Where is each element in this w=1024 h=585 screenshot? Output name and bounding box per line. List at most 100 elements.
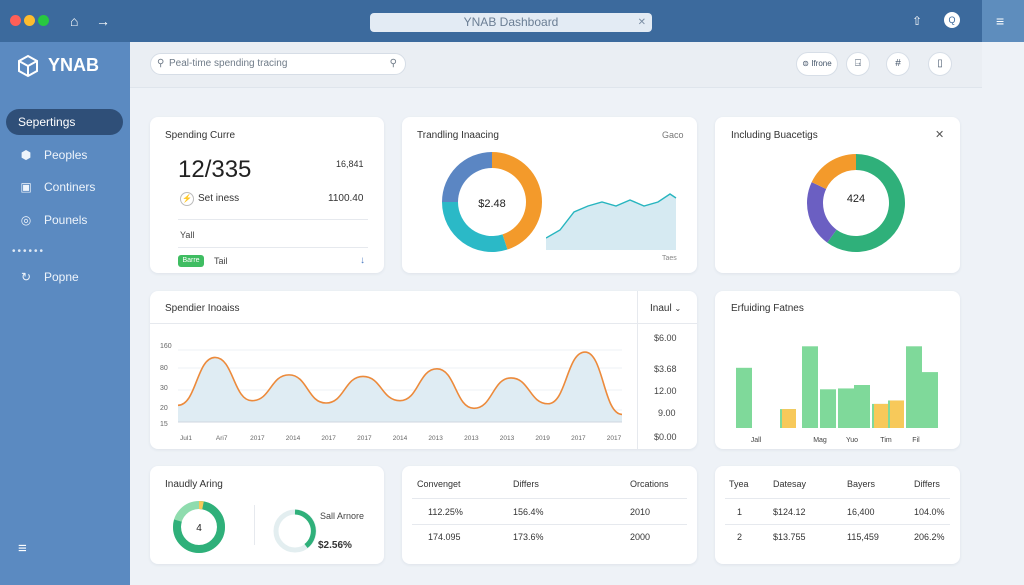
shield-icon: ⬢ (20, 148, 32, 162)
divider (178, 247, 368, 248)
sparkline-line (546, 193, 677, 239)
line-chart-title: Spendier Inoaiss (165, 303, 240, 314)
trending-footer: Taes (662, 255, 677, 262)
x-tick-label: Jul1 (180, 435, 192, 442)
close-tab-icon[interactable]: ✕ (637, 17, 646, 28)
globe-icon: ◎ (20, 213, 32, 227)
spending-set-row: ⚡ Set iness (180, 192, 239, 206)
sidebar-item-settings[interactable]: Sepertings (6, 109, 123, 135)
home-label: Ifrone (811, 59, 832, 68)
sidebar-item-pounels[interactable]: ◎ Pounels (6, 207, 123, 233)
hamburger-menu-icon[interactable]: ≡ (996, 13, 1005, 29)
x-tick-label: Fil (912, 437, 920, 444)
right-value: $0.00 (654, 432, 677, 442)
x-tick-label: 2019 (535, 435, 550, 442)
bar-secondary (890, 400, 904, 428)
table-cell: 2000 (630, 532, 651, 542)
divider (178, 219, 368, 220)
spending-set-value: 1100.40 (328, 193, 364, 204)
document-button[interactable]: ▯ (928, 52, 952, 76)
close-icon[interactable]: ✕ (935, 129, 945, 141)
spending-side-value: 16,841 (336, 159, 364, 169)
x-tick-label: 2017 (607, 435, 622, 442)
bar (736, 367, 752, 428)
address-bar[interactable]: YNAB Dashboard ✕ (370, 13, 652, 32)
ring-value: 4 (196, 523, 202, 534)
budget-card-title: Including Buacetigs (731, 130, 818, 141)
ring-card-title: Inaudly Aring (165, 479, 223, 490)
table-cell: 174.095 (428, 532, 461, 542)
spending-card-title: Spending Curre (165, 130, 236, 141)
home-icon: ⊜ (802, 59, 809, 68)
x-tick-label: Jall (751, 437, 762, 444)
table-cell: 104.0% (914, 507, 945, 517)
bar-secondary (782, 409, 796, 428)
x-tick-label: Ari7 (216, 435, 228, 442)
search-placeholder: Peal-time spending tracing (169, 58, 288, 69)
sidebar-item-label: Pounels (44, 213, 88, 227)
search-input[interactable]: ⚲ Peal-time spending tracing ⚲ (150, 53, 406, 75)
range-dropdown[interactable]: Inaul ⌄ (650, 303, 681, 314)
line-area (178, 352, 622, 422)
search-submit-icon[interactable]: ⚲ (389, 58, 397, 69)
x-tick-label: 2017 (571, 435, 586, 442)
trending-corner-label: Gaco (662, 130, 684, 140)
range-dropdown-value: Inaul (650, 303, 672, 314)
close-window-button[interactable] (10, 15, 21, 26)
table-header: Tyea (729, 479, 749, 489)
trending-donut-slice (442, 152, 493, 202)
half-ring-chart (273, 509, 317, 553)
sidebar-menu-icon[interactable]: ≡ (18, 540, 27, 557)
download-icon[interactable]: ↓ (360, 255, 365, 266)
half-ring-progress (294, 509, 316, 548)
x-tick-label: Mag (813, 437, 827, 444)
table-cell: 112.25% (428, 507, 463, 517)
table-cell: 1 (737, 507, 743, 517)
bar-chart: Jall Mag Yuo Tim Fil (736, 346, 938, 444)
minimize-window-button[interactable] (24, 15, 35, 26)
hashtag-button[interactable]: # (886, 52, 910, 76)
back-icon[interactable]: ⌂ (70, 13, 79, 29)
spending-line-chart: 160 80 30 20 15 Jul1 Ari7 2017 2014 2017 2017 2014 2… (160, 343, 623, 442)
table-cell: 156.4% (513, 507, 544, 517)
maximize-window-button[interactable] (38, 15, 49, 26)
x-tick-label: Tim (880, 437, 892, 444)
line-chart-card (150, 291, 697, 449)
bar (802, 346, 818, 428)
y-tick-label: 80 (160, 365, 168, 372)
ring-side-label: Sall Arnore (320, 511, 365, 521)
budget-donut-value: 424 (847, 193, 865, 205)
refresh-icon: ↻ (20, 270, 32, 284)
table-header: Convenget (417, 479, 461, 489)
ring-chart: 4 (173, 501, 225, 553)
profile-icon[interactable]: Q (944, 12, 960, 28)
sidebar-item-label: Popne (44, 270, 79, 284)
budget-donut-slice (827, 154, 905, 252)
budget-donut-slice (807, 182, 837, 243)
y-tick-label: 30 (160, 385, 168, 392)
status-badge: Barre (178, 255, 204, 267)
spending-tail-label: Tail (214, 256, 228, 266)
y-tick-label: 15 (160, 421, 168, 428)
lock-button[interactable]: ⍈ (846, 52, 870, 76)
table-cell: $13.755 (773, 532, 806, 542)
sidebar-item-label: Continers (44, 180, 96, 194)
table-header: Bayers (847, 479, 876, 489)
divider (150, 323, 697, 324)
x-tick-label: 2013 (464, 435, 479, 442)
sidebar-item-continers[interactable]: ▣ Continers (6, 174, 123, 200)
x-tick-label: 2017 (357, 435, 372, 442)
menu-panel: ≡ (982, 0, 1024, 42)
share-icon[interactable]: ⇧ (912, 14, 923, 28)
calendar-icon: ▣ (20, 180, 32, 194)
bar (820, 389, 836, 428)
right-value: 9.00 (658, 408, 676, 418)
sidebar-item-peoples[interactable]: ⬢ Peoples (6, 142, 123, 168)
table-cell: 173.6% (513, 532, 544, 542)
forward-arrow-icon[interactable]: → (96, 13, 110, 29)
bar-secondary (874, 403, 888, 428)
table-card-1 (402, 466, 697, 564)
table-header: Orcations (630, 479, 669, 489)
sidebar-item-popne[interactable]: ↻ Popne (6, 264, 123, 290)
home-button[interactable]: ⊜ Ifrone (796, 52, 838, 76)
